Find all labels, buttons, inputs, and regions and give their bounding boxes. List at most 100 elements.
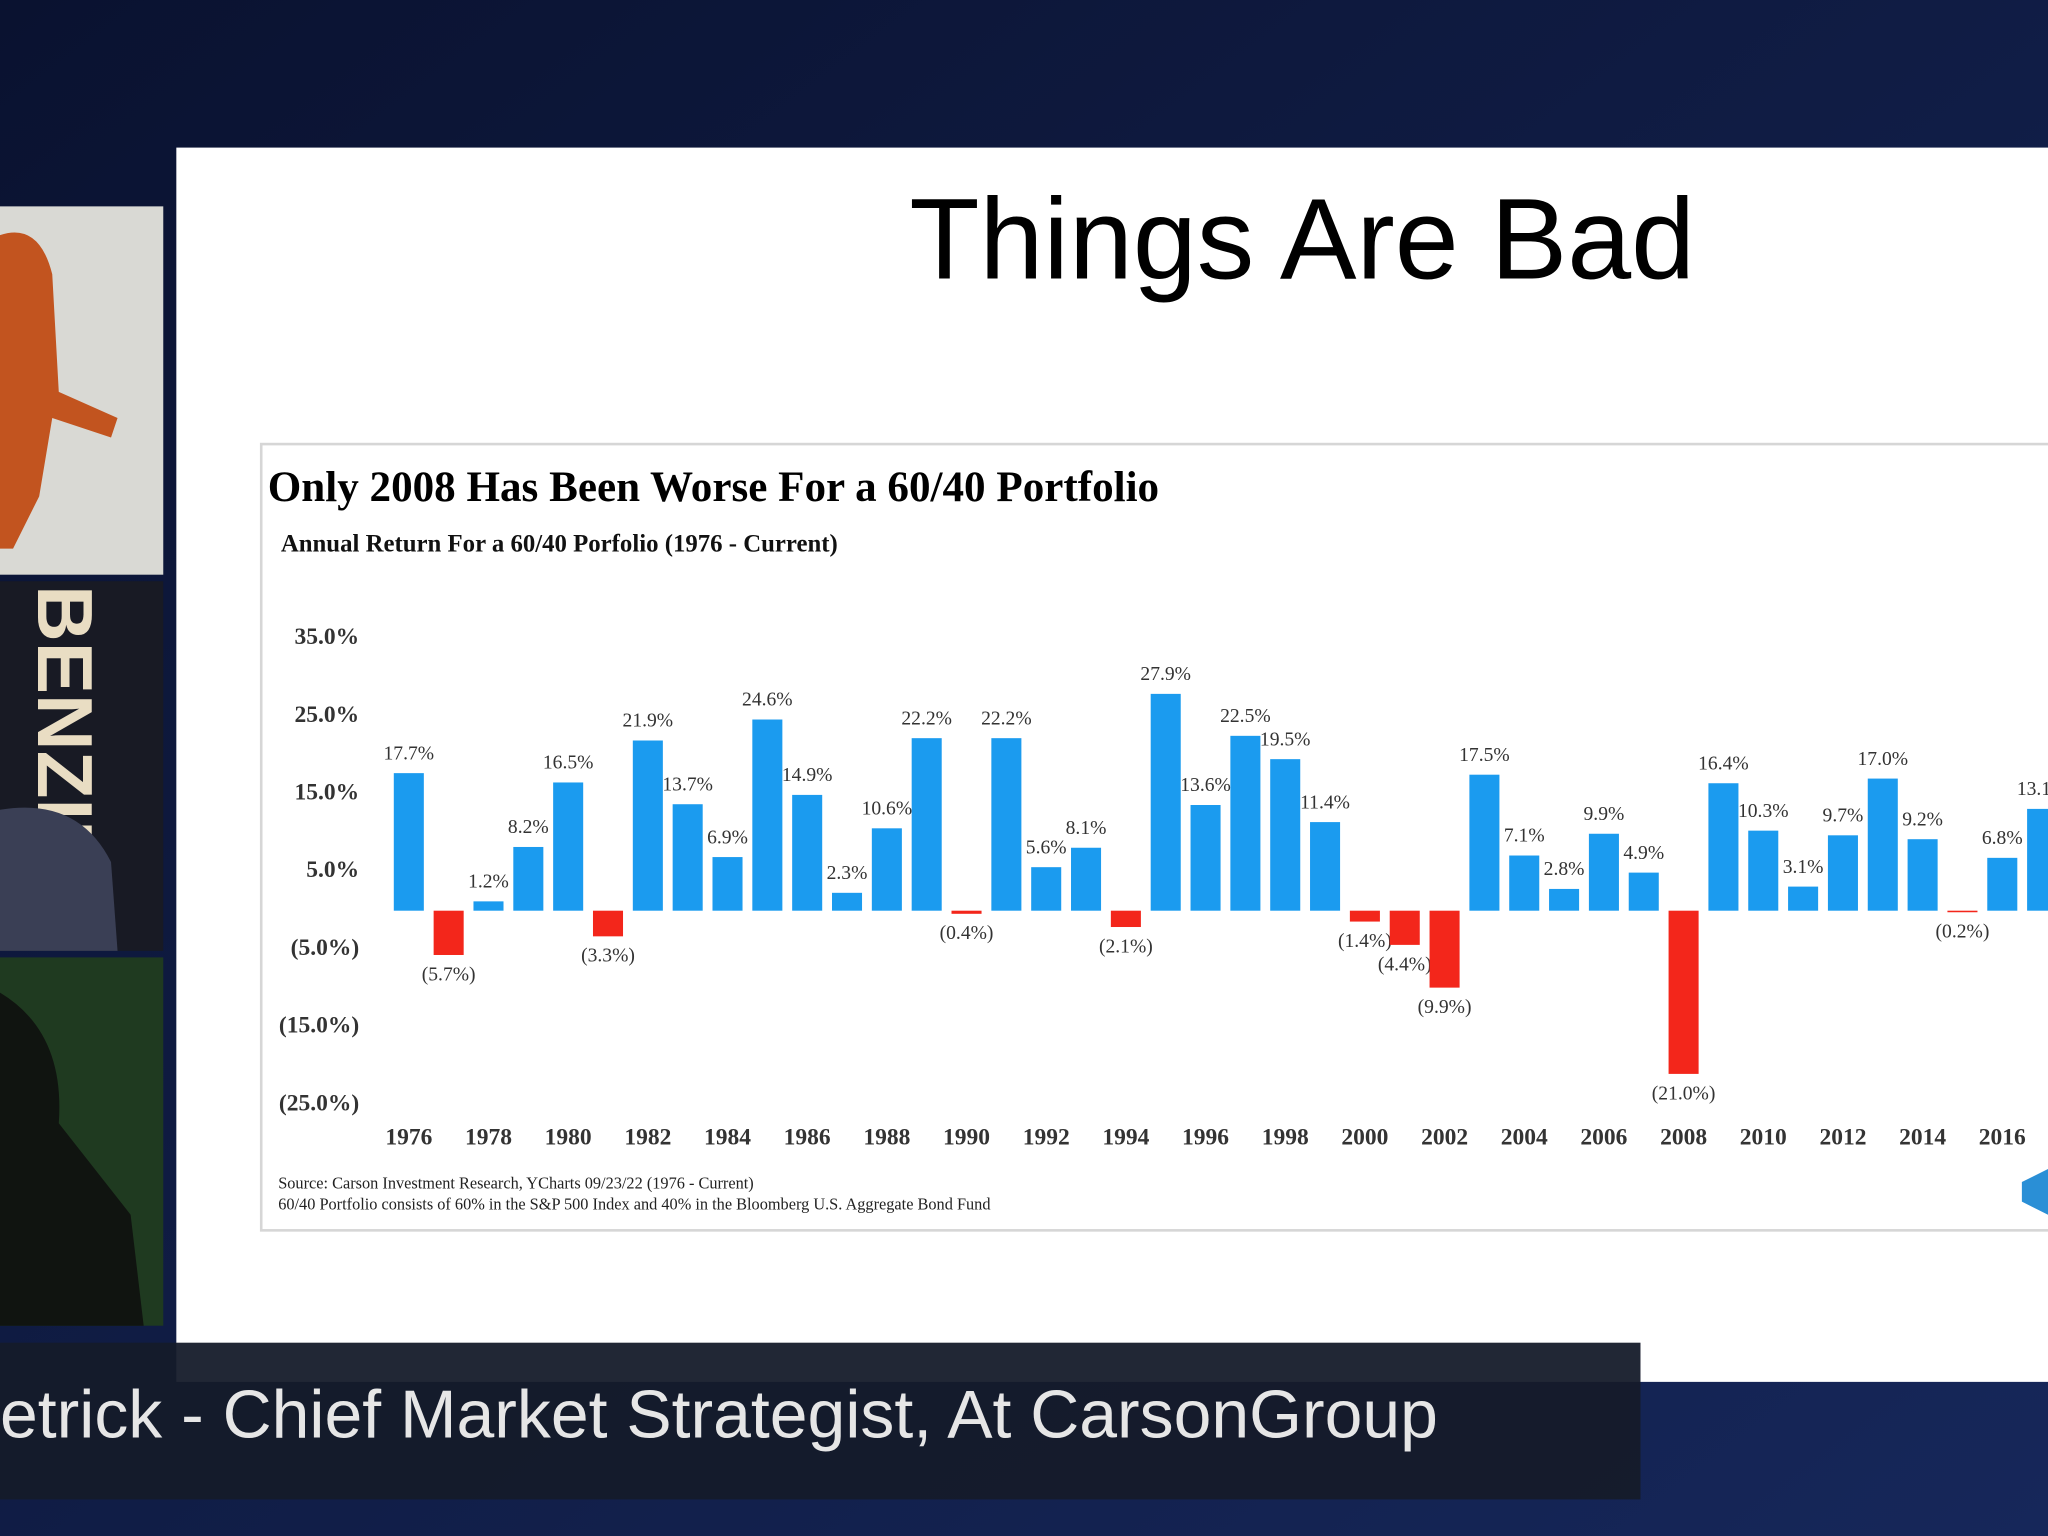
x-tick-label: 1988 (863, 1124, 910, 1150)
bar (1469, 774, 1500, 911)
value-label: 16.4% (1698, 753, 1749, 774)
bar (1788, 886, 1819, 911)
value-label: 22.5% (1220, 706, 1271, 727)
bar (1748, 830, 1779, 911)
bar (1389, 910, 1420, 945)
x-tick-label: 1982 (624, 1124, 671, 1150)
source-note: 60/40 Portfolio consists of 60% in the S… (278, 1194, 990, 1213)
bar (1827, 835, 1858, 911)
x-tick-label: 1992 (1023, 1124, 1070, 1150)
value-label: (0.2%) (1936, 922, 1990, 943)
y-tick-label: (15.0%) (279, 1013, 359, 1039)
bar (1907, 839, 1938, 911)
bar (991, 738, 1022, 911)
x-tick-label: 1998 (1262, 1124, 1309, 1150)
value-label: 16.5% (543, 753, 594, 774)
value-label: 17.0% (1857, 749, 1908, 770)
bar (672, 804, 703, 911)
x-tick-label: 2010 (1740, 1124, 1787, 1150)
slide-title: Things Are Bad (909, 176, 1695, 304)
chart-subtitle: Annual Return For a 60/40 Porfolio (1976… (281, 531, 838, 558)
bar (553, 782, 584, 911)
bar (433, 910, 464, 955)
x-tick-label: 1980 (545, 1124, 592, 1150)
x-tick-label: 1990 (943, 1124, 990, 1150)
value-label: (21.0%) (1652, 1083, 1716, 1104)
bar (1349, 910, 1380, 922)
x-tick-label: 1978 (465, 1124, 512, 1150)
webcam-figure (0, 992, 144, 1326)
value-label: 19.5% (1260, 729, 1311, 750)
bar (513, 846, 544, 911)
value-label: 13.1% (2017, 779, 2048, 800)
x-tick-label: 2014 (1899, 1124, 1946, 1150)
value-label: 17.7% (384, 743, 435, 764)
value-label: (0.4%) (940, 923, 994, 944)
bar (752, 719, 783, 911)
x-tick-label: 2008 (1660, 1124, 1707, 1150)
bar (1270, 759, 1301, 911)
value-label: 11.4% (1300, 792, 1350, 813)
bar (871, 828, 902, 911)
value-label: (9.9%) (1418, 997, 1472, 1018)
bar (792, 794, 823, 911)
value-label: 14.9% (782, 765, 833, 786)
x-tick-label: 1984 (704, 1124, 751, 1150)
bar (1150, 693, 1181, 911)
plot: 35.0% 25.0% 15.0% 5.0% (5.0%) (15.0%) (25.0%) 1… (279, 624, 2048, 1150)
value-label: 2.8% (1544, 859, 1585, 880)
logo (2021, 1168, 2048, 1215)
value-label: 13.6% (1180, 775, 1231, 796)
bar (712, 857, 743, 911)
bar (1071, 847, 1102, 911)
value-label: 21.9% (623, 711, 674, 732)
bar (632, 740, 663, 911)
value-label: 22.2% (981, 708, 1032, 729)
bar (1230, 735, 1261, 911)
lower-third-text: etrick - Chief Market Strategist, At Car… (0, 1378, 1438, 1453)
bar (1867, 778, 1898, 911)
bar (1031, 867, 1062, 911)
value-label: 13.7% (662, 774, 713, 795)
bar (1987, 857, 2018, 911)
bar (1310, 822, 1341, 911)
bar (911, 738, 942, 911)
value-label: 9.2% (1902, 809, 1943, 830)
bar (2027, 808, 2048, 911)
value-label: 6.8% (1982, 828, 2023, 849)
value-label: (4.4%) (1378, 954, 1432, 975)
x-tick-label: 1996 (1182, 1124, 1229, 1150)
x-tick-label: 1986 (784, 1124, 831, 1150)
value-label: 10.6% (862, 799, 913, 820)
value-label: 24.6% (742, 690, 793, 711)
bar (951, 910, 982, 914)
value-label: 22.2% (901, 708, 952, 729)
value-label: 8.2% (508, 817, 549, 838)
bar (1708, 783, 1739, 911)
x-tick-label: 1976 (385, 1124, 432, 1150)
bar (1429, 910, 1460, 988)
y-tick-label: 25.0% (295, 702, 360, 728)
value-label: 2.3% (827, 863, 868, 884)
value-label: (5.7%) (422, 964, 476, 985)
value-label: 8.1% (1066, 818, 1107, 839)
value-label: 9.7% (1823, 806, 1864, 827)
bar (1110, 910, 1141, 928)
bar (592, 910, 624, 937)
x-tick-label: 2004 (1501, 1124, 1548, 1150)
value-label: 27.9% (1140, 664, 1191, 685)
value-label: 1.2% (468, 872, 509, 893)
x-tick-label: 2002 (1421, 1124, 1468, 1150)
bar (1628, 872, 1659, 911)
y-tick-label: 35.0% (295, 624, 360, 650)
bar (1509, 855, 1540, 911)
y-tick-label: (25.0%) (279, 1090, 359, 1116)
bar (1588, 833, 1619, 911)
x-tick-label: 2006 (1580, 1124, 1627, 1150)
bar (393, 773, 424, 911)
value-label: (3.3%) (581, 946, 635, 967)
source-note: Source: Carson Investment Research, YCha… (278, 1173, 754, 1192)
value-label: 5.6% (1026, 837, 1067, 858)
